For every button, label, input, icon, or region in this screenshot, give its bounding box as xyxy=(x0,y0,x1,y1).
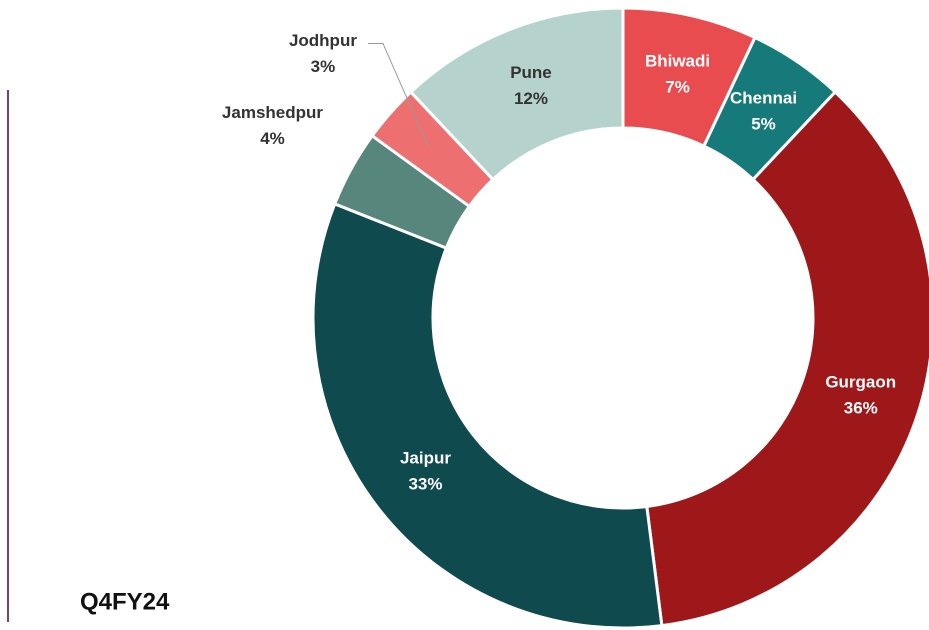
donut-segment xyxy=(311,201,664,630)
data-label-value: 7% xyxy=(665,78,690,97)
data-label-name: Jodhpur xyxy=(289,31,357,50)
data-label-value: 5% xyxy=(751,115,776,134)
data-label-name: Jaipur xyxy=(400,449,451,468)
data-label-name: Pune xyxy=(510,63,552,82)
donut-segment xyxy=(645,89,929,628)
data-label-name: Chennai xyxy=(730,89,797,108)
data-label-name: Bhiwadi xyxy=(645,52,710,71)
data-label-name: Jamshedpur xyxy=(222,103,323,122)
donut-segment xyxy=(408,6,625,182)
data-label-name: Gurgaon xyxy=(825,373,896,392)
data-label-value: 36% xyxy=(844,399,878,418)
leader-line xyxy=(367,42,429,147)
data-label-value: 4% xyxy=(260,129,285,148)
data-label-value: 3% xyxy=(311,57,336,76)
data-label-value: 12% xyxy=(514,89,548,108)
chart-title: Q4FY24 xyxy=(80,588,170,615)
data-label-value: 33% xyxy=(408,475,442,494)
